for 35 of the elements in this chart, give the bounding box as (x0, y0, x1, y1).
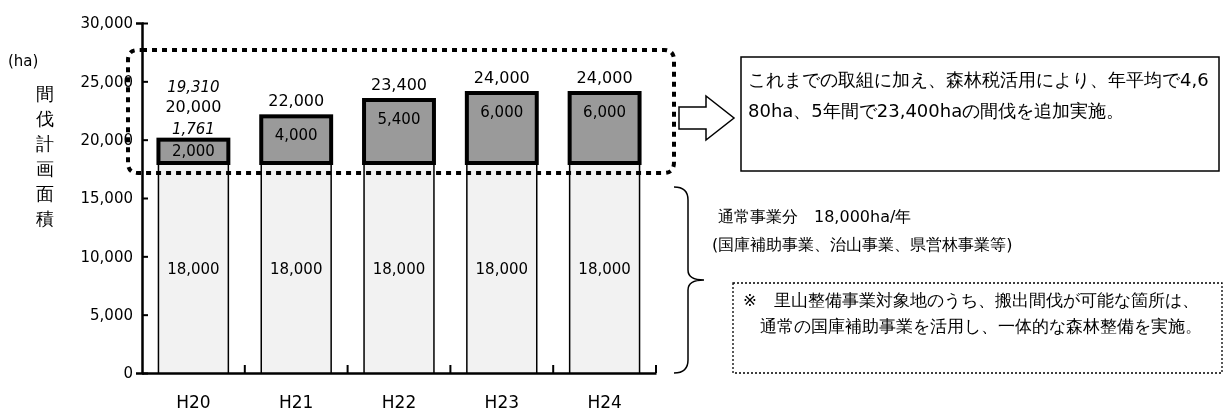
data-label: 18,000 (167, 260, 220, 278)
total-label: 24,000 (473, 68, 530, 87)
total-label: 22,000 (268, 91, 325, 111)
y-tick-label: 15,000 (80, 189, 133, 208)
data-label: 6,000 (583, 103, 627, 121)
data-label: 18,000 (475, 260, 529, 278)
total-label: 23,400 (371, 75, 427, 94)
data-label: 18,000 (269, 260, 323, 278)
data-label: 6,000 (480, 103, 524, 121)
y-axis-title: 間伐計画面積 (36, 83, 54, 229)
data-label: 5,400 (377, 110, 421, 128)
annotation: 1,761 (171, 119, 215, 138)
data-label: 4,000 (274, 126, 318, 145)
annotation: 19,310 (167, 77, 220, 96)
x-tick-label: H21 (278, 392, 314, 413)
text: これまでの取組に加え、森林税活用により、年平均で4,680ha、5年間で23,400haの間伐を追加実施。 (748, 69, 1209, 121)
total-label: 20,000 (165, 96, 222, 116)
x-tick-label: H24 (587, 392, 622, 413)
text: (国庫補助事業、治山事業、県営林事業等) (712, 235, 1013, 254)
y-tick-label: 0 (123, 364, 133, 383)
text: (ha) (8, 52, 39, 70)
y-tick-label: 5,000 (90, 305, 133, 324)
x-tick-label: H22 (381, 392, 417, 413)
data-label: 18,000 (578, 260, 631, 278)
total-label: 24,000 (576, 68, 633, 87)
y-tick-label: 20,000 (80, 130, 133, 149)
data-label: 18,000 (372, 260, 426, 278)
data-label: 2,000 (171, 142, 215, 161)
x-tick-label: H23 (484, 392, 520, 413)
y-tick-label: 30,000 (80, 14, 133, 33)
x-tick-label: H20 (176, 392, 211, 413)
y-tick-label: 10,000 (80, 247, 133, 266)
text: ※ 里山整備事業対象地のうち、搬出間伐が可能な箇所は、通常の国庫補助事業を活用し、一体的な森林整備を実施。 (743, 291, 1202, 336)
text: 通常事業分 18,000ha/年 (718, 207, 912, 226)
y-tick-label: 25,000 (80, 72, 133, 91)
